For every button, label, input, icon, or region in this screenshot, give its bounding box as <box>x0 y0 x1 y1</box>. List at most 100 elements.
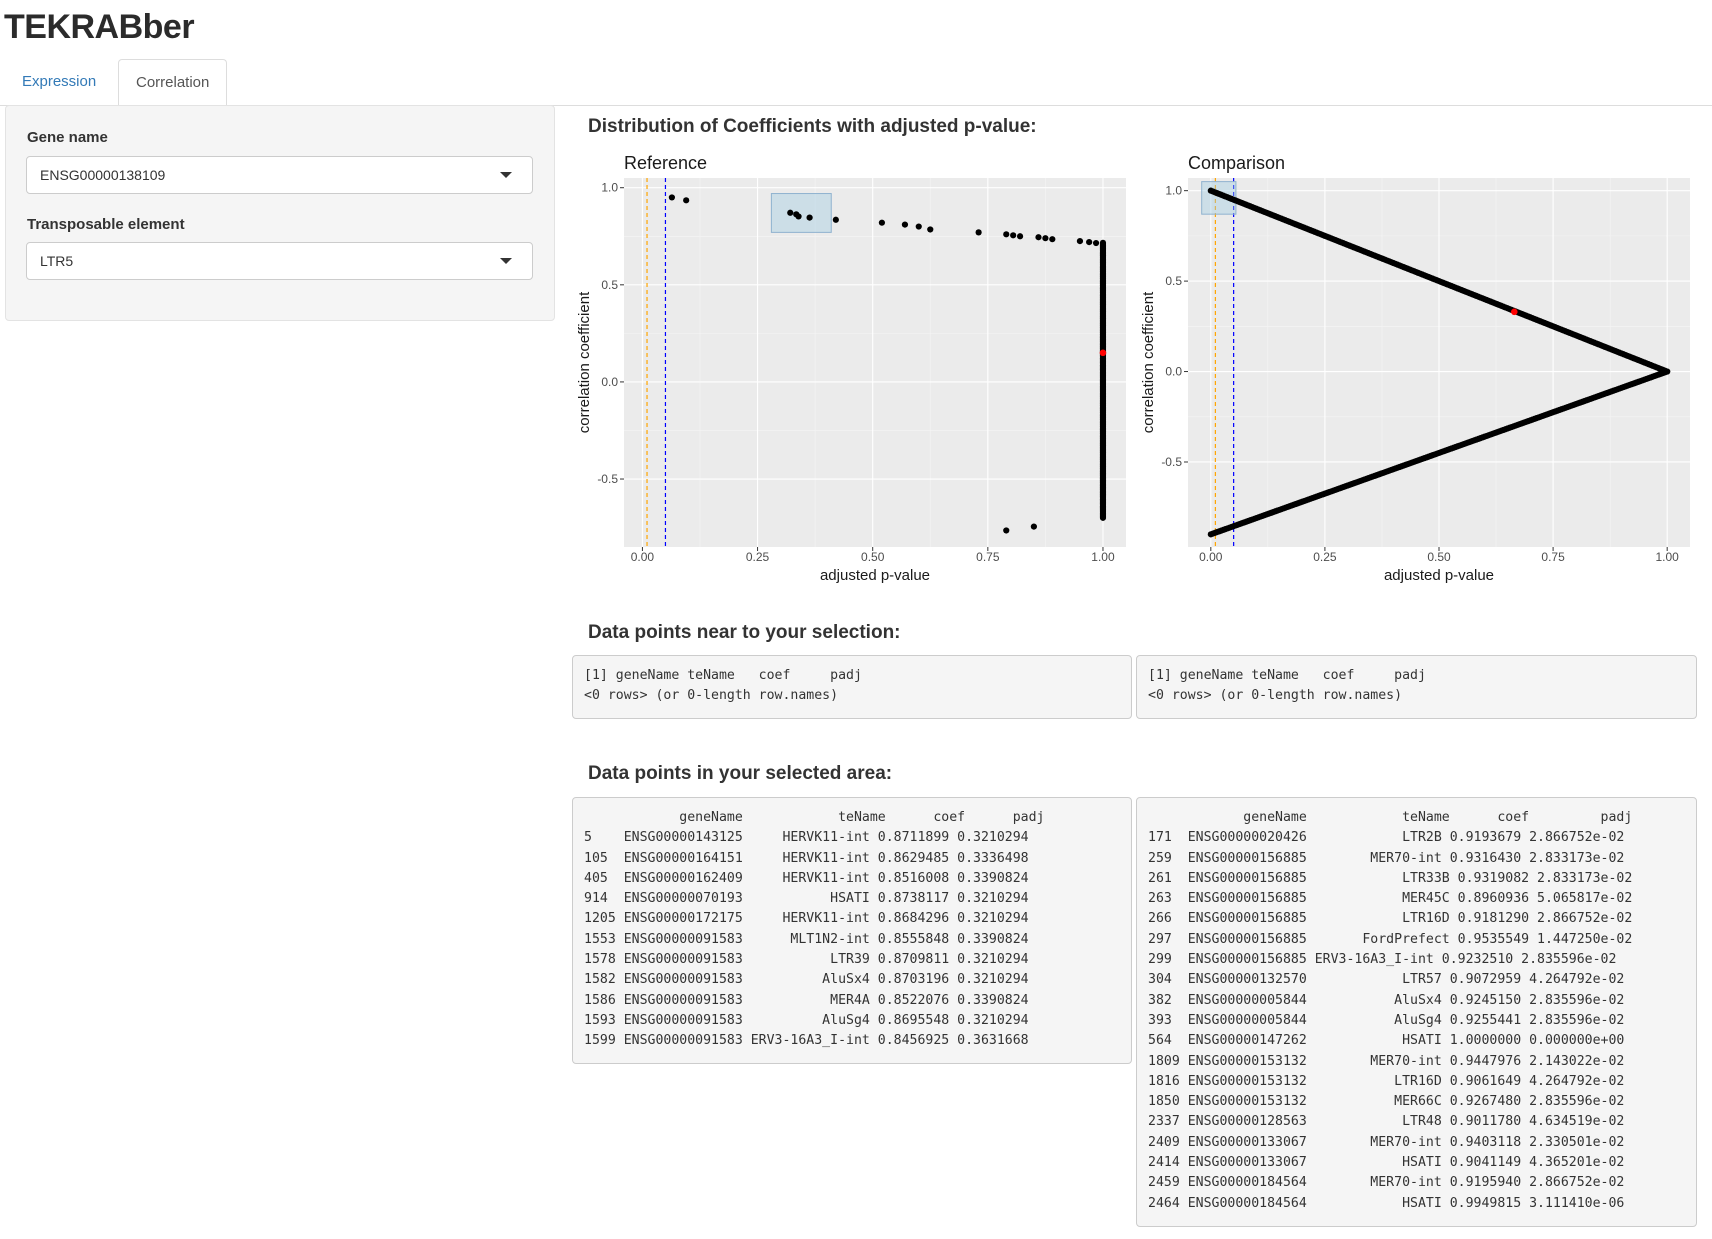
x-tick-label: 0.00 <box>631 550 655 564</box>
data-point <box>1042 235 1049 242</box>
data-point <box>1076 238 1084 245</box>
output-line: <0 rows> (or 0-length row.names) <box>584 688 839 704</box>
te-select[interactable]: LTR5 <box>26 242 533 280</box>
table-row: 564 ENSG00000147262 HSATI 1.0000000 0.00… <box>1148 1033 1625 1049</box>
y-tick-label: -0.5 <box>1161 455 1182 469</box>
area-reference-output: geneName teName coef padj 5 ENSG000001431… <box>572 797 1132 1064</box>
table-row: geneName teName coef padj <box>584 810 1045 825</box>
table-row: 259 ENSG00000156885 MER70-int 0.9316430 … <box>1148 850 1625 866</box>
data-point <box>1099 239 1107 246</box>
highlight-point <box>1511 308 1518 316</box>
y-tick-label: 0.0 <box>601 375 618 389</box>
data-point <box>878 219 886 226</box>
x-tick-label: 0.50 <box>1427 550 1451 564</box>
plot-title: Reference <box>624 153 707 173</box>
data-point <box>795 213 802 220</box>
y-tick-label: 0.5 <box>601 278 618 292</box>
data-point <box>975 229 982 236</box>
y-tick-label: 1.0 <box>1165 184 1182 198</box>
tab-correlation[interactable]: Correlation <box>118 59 228 107</box>
table-row: 1599 ENSG00000091583 ERV3-16A3_I-int 0.8… <box>584 1033 1029 1049</box>
x-axis-label: adjusted p-value <box>1384 567 1494 584</box>
data-point <box>1030 523 1037 530</box>
table-row: 5 ENSG00000143125 HERVK11-int 0.8711899 … <box>584 830 1029 846</box>
scatter-plots[interactable]: 0.00 0.25 0.50 0.75 1.00 -0.5 0.0 0.5 1.0 Referen… <box>0 0 1712 600</box>
data-point <box>1035 234 1042 241</box>
brush-selection[interactable] <box>770 193 832 233</box>
data-point <box>1092 239 1100 247</box>
x-tick-label: 1.00 <box>1091 550 1115 564</box>
table-row: 2464 ENSG00000184564 HSATI 0.9949815 3.1… <box>1148 1195 1625 1211</box>
reference-plot[interactable]: 0.00 0.25 0.50 0.75 1.00 -0.5 0.0 0.5 1.0 Referen… <box>576 153 1126 584</box>
table-row: 263 ENSG00000156885 MER45C 0.8960936 5.0… <box>1148 891 1633 907</box>
table-row: 2414 ENSG00000133067 HSATI 0.9041149 4.3… <box>1148 1155 1625 1171</box>
x-tick-label: 0.25 <box>746 550 770 564</box>
y-tick-label: 0.0 <box>1165 365 1182 379</box>
gene-name-value: ENSG00000138109 <box>40 167 166 183</box>
x-tick-label: 0.50 <box>861 550 885 564</box>
y-axis-label: correlation coefficient <box>576 291 593 433</box>
data-point <box>1003 231 1010 238</box>
table-row: 914 ENSG00000070193 HSATI 0.8738117 0.32… <box>584 891 1029 907</box>
y-axis-label: correlation coefficient <box>1140 291 1157 433</box>
plot-title: Comparison <box>1188 153 1285 173</box>
table-row: 393 ENSG00000005844 AluSg4 0.9255441 2.8… <box>1148 1012 1625 1028</box>
x-tick-label: 0.75 <box>976 550 1000 564</box>
table-row: 297 ENSG00000156885 FordPrefect 0.953554… <box>1148 931 1633 947</box>
te-label: Transposable element <box>27 216 185 233</box>
highlight-point <box>1099 349 1107 357</box>
distribution-heading: Distribution of Coefficients with adjust… <box>588 116 1037 137</box>
table-row: 1809 ENSG00000153132 MER70-int 0.9447976… <box>1148 1053 1625 1069</box>
x-axis-label: adjusted p-value <box>820 567 930 584</box>
table-row: 1850 ENSG00000153132 MER66C 0.9267480 2.… <box>1148 1094 1625 1110</box>
table-row: 1582 ENSG00000091583 AluSx4 0.8703196 0.… <box>584 972 1029 988</box>
app-title: TEKRABber <box>4 8 195 46</box>
data-point <box>832 216 839 223</box>
area-comparison-output: geneName teName coef padj 171 ENSG0000002… <box>1136 797 1697 1227</box>
output-line: [1] geneName teName coef padj <box>1148 668 1426 683</box>
output-line: [1] geneName teName coef padj <box>584 668 862 683</box>
comparison-plot[interactable]: 0.00 0.25 0.50 0.75 1.00 -0.5 0.0 0.5 1.0 Compari… <box>1140 153 1690 584</box>
y-tick-label: -0.5 <box>597 472 618 486</box>
table-row: 2409 ENSG00000133067 MER70-int 0.9403118… <box>1148 1134 1625 1150</box>
near-reference-output: [1] geneName teName coef padj <0 rows> (o… <box>572 655 1132 719</box>
table-row: 1578 ENSG00000091583 LTR39 0.8709811 0.3… <box>584 952 1029 968</box>
x-tick-label: 0.00 <box>1199 550 1223 564</box>
data-point <box>1003 527 1010 534</box>
table-row: geneName teName coef padj <box>1148 810 1633 825</box>
gene-name-label: Gene name <box>27 129 108 146</box>
data-point <box>668 194 675 201</box>
table-row: 105 ENSG00000164151 HERVK11-int 0.862948… <box>584 850 1029 866</box>
table-row: 304 ENSG00000132570 LTR57 0.9072959 4.26… <box>1148 972 1625 988</box>
x-tick-label: 0.75 <box>1541 550 1565 564</box>
sidebar-panel: Gene name ENSG00000138109 Transposable e… <box>5 105 555 321</box>
chevron-down-icon <box>500 258 512 264</box>
tab-bar: Expression Correlation <box>0 59 1712 107</box>
data-point <box>806 214 813 221</box>
selected-area-heading: Data points in your selected area: <box>588 763 893 784</box>
gene-name-select[interactable]: ENSG00000138109 <box>26 156 533 194</box>
tab-expression[interactable]: Expression <box>22 73 97 90</box>
table-row: 2459 ENSG00000184564 MER70-int 0.9195940… <box>1148 1175 1625 1191</box>
table-row: 1593 ENSG00000091583 AluSg4 0.8695548 0.… <box>584 1012 1029 1028</box>
x-tick-label: 0.25 <box>1313 550 1337 564</box>
data-point <box>1207 531 1214 538</box>
data-point <box>1010 232 1017 239</box>
chevron-down-icon <box>500 172 512 178</box>
data-point <box>1086 238 1093 246</box>
data-point <box>1049 236 1056 243</box>
table-row: 382 ENSG00000005844 AluSx4 0.9245150 2.8… <box>1148 992 1625 1008</box>
table-row: 299 ENSG00000156885 ERV3-16A3_I-int 0.92… <box>1148 952 1617 968</box>
data-point <box>1016 233 1024 240</box>
near-comparison-output: [1] geneName teName coef padj <0 rows> (o… <box>1136 655 1697 719</box>
near-selection-heading: Data points near to your selection: <box>588 622 901 643</box>
plot-panel <box>624 178 1126 547</box>
y-tick-label: 1.0 <box>601 181 618 195</box>
output-line: <0 rows> (or 0-length row.names) <box>1148 688 1403 704</box>
table-row: 261 ENSG00000156885 LTR33B 0.9319082 2.8… <box>1148 870 1633 886</box>
table-row: 1586 ENSG00000091583 MER4A 0.8522076 0.3… <box>584 992 1029 1008</box>
data-point <box>915 223 922 230</box>
te-value: LTR5 <box>40 253 74 269</box>
data-point <box>683 197 690 204</box>
table-row: 2337 ENSG00000128563 LTR48 0.9011780 4.6… <box>1148 1114 1625 1130</box>
